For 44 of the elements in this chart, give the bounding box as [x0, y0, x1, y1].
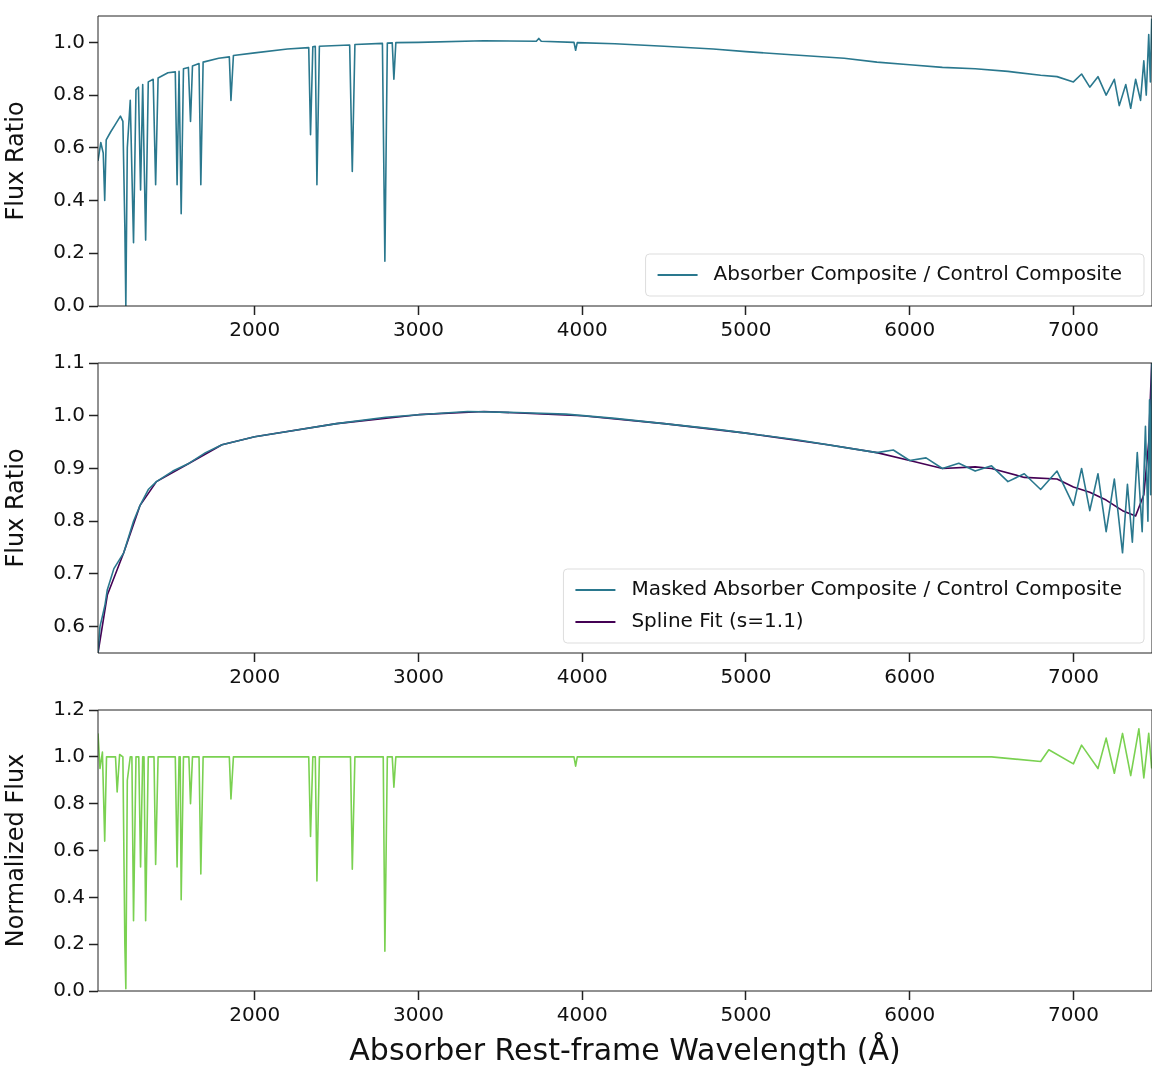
x-tick-label: 3000	[392, 317, 444, 342]
x-tick-label: 2000	[229, 1002, 281, 1027]
y-axis-title: Normalized Flux	[0, 753, 29, 948]
y-tick-label: 1.0	[53, 401, 85, 426]
legend-label: Spline Fit (s=1.1)	[631, 608, 804, 633]
y-tick-label: 1.0	[53, 743, 85, 768]
x-tick-label: 6000	[884, 317, 936, 342]
x-tick-label: 6000	[884, 664, 936, 689]
y-tick-label: 0.8	[53, 507, 85, 532]
y-tick-label: 0.0	[53, 292, 85, 317]
x-tick-label: 7000	[1047, 317, 1099, 342]
y-tick-label: 0.8	[53, 789, 85, 814]
x-tick-label: 5000	[720, 1002, 772, 1027]
legend-label: Masked Absorber Composite / Control Composite	[631, 576, 1122, 601]
x-tick-label: 3000	[392, 664, 444, 689]
y-tick-label: 0.4	[53, 186, 85, 211]
y-tick-label: 1.1	[53, 349, 85, 374]
x-tick-label: 2000	[229, 317, 281, 342]
x-tick-label: 3000	[392, 1002, 444, 1027]
x-tick-label: 7000	[1047, 1002, 1099, 1027]
y-tick-label: 0.2	[53, 930, 85, 955]
y-tick-label: 0.8	[53, 81, 85, 106]
y-tick-label: 0.7	[53, 560, 85, 585]
y-tick-label: 1.2	[53, 696, 85, 721]
x-tick-label: 6000	[884, 1002, 936, 1027]
y-tick-label: 0.6	[53, 836, 85, 861]
x-tick-label: 5000	[720, 317, 772, 342]
y-axis-title: Flux Ratio	[0, 448, 29, 568]
y-tick-label: 0.4	[53, 883, 85, 908]
x-axis-title: Absorber Rest-frame Wavelength (Å)	[349, 1031, 901, 1067]
x-tick-label: 2000	[229, 664, 281, 689]
y-tick-label: 0.6	[53, 134, 85, 159]
y-axis-title: Flux Ratio	[0, 101, 29, 221]
legend-label: Absorber Composite / Control Composite	[713, 261, 1122, 286]
y-tick-label: 0.0	[53, 977, 85, 1002]
x-tick-label: 4000	[556, 317, 608, 342]
y-tick-label: 0.2	[53, 239, 85, 264]
y-tick-label: 0.9	[53, 454, 85, 479]
y-tick-label: 1.0	[53, 28, 85, 53]
x-tick-label: 5000	[720, 664, 772, 689]
x-tick-label: 7000	[1047, 664, 1099, 689]
x-tick-label: 4000	[556, 664, 608, 689]
y-tick-label: 0.6	[53, 612, 85, 637]
x-tick-label: 4000	[556, 1002, 608, 1027]
